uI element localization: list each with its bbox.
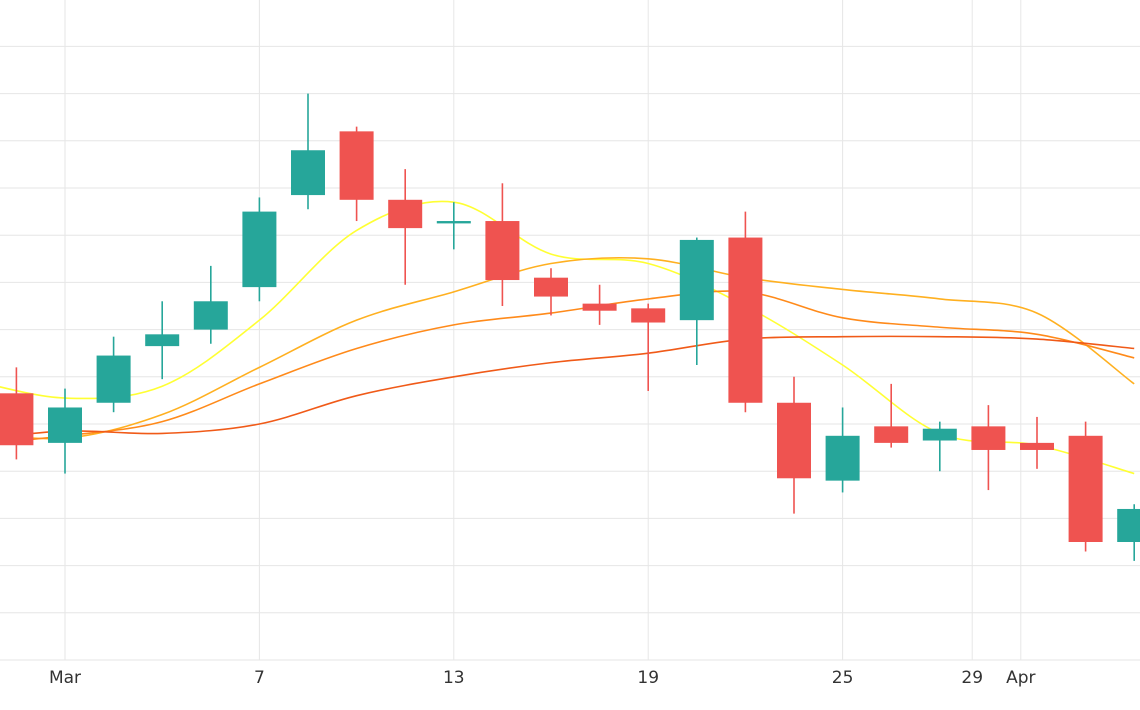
candle-body-up (679, 239, 714, 321)
candle-body-up (145, 334, 180, 347)
x-tick-label: Mar (49, 668, 81, 688)
candle (582, 284, 617, 325)
candle (679, 237, 714, 365)
candle-body-down (874, 426, 909, 443)
candle-body-up (96, 355, 131, 403)
candle-body-down (339, 131, 374, 200)
candles (0, 93, 1140, 561)
candle (1117, 504, 1140, 561)
candle-body-down (1068, 435, 1103, 542)
candle (145, 301, 180, 380)
x-tick-label: 19 (637, 668, 659, 688)
x-tick-label: Apr (1006, 668, 1035, 688)
candle-body-up (922, 428, 957, 441)
x-tick-label: 29 (961, 668, 983, 688)
candle (728, 211, 763, 413)
candle (48, 388, 82, 474)
candle-body-down (1020, 442, 1054, 450)
candle-body-up (48, 407, 82, 443)
candle (971, 405, 1006, 491)
grid (0, 0, 1140, 661)
candle (242, 197, 277, 302)
x-axis-ticks: Mar 7 13 19 25 29 Apr (49, 668, 1036, 688)
candle (485, 183, 520, 306)
candle-body-down (777, 402, 811, 479)
candle (96, 336, 131, 413)
candle (631, 303, 666, 391)
moving-average-line-4 (0, 335, 1135, 438)
candle (922, 421, 957, 472)
candle (874, 383, 909, 448)
candle-body-down (534, 277, 568, 297)
candle-body-down (582, 303, 617, 311)
candle-body-down (388, 199, 423, 229)
candle-body-down (0, 393, 34, 446)
candle-body-down (728, 237, 763, 403)
candle-body-up (825, 435, 860, 481)
x-tick-label: 13 (443, 668, 465, 688)
candle (1020, 416, 1054, 469)
candle-body-down (971, 426, 1006, 450)
candle-body-up (436, 221, 471, 224)
moving-average-line-2 (0, 256, 1135, 440)
candle (291, 93, 325, 210)
x-tick-label: 7 (254, 668, 265, 688)
candle (1068, 421, 1103, 552)
candle (0, 367, 34, 460)
candle-body-down (631, 308, 666, 323)
candle-body-up (242, 211, 277, 288)
x-tick-label: 25 (832, 668, 854, 688)
candle-body-up (291, 150, 325, 196)
candle (825, 407, 860, 493)
moving-average-line-3 (0, 290, 1135, 444)
candle (534, 268, 568, 316)
candle (339, 126, 374, 222)
candle-body-up (193, 301, 228, 330)
candle (777, 376, 811, 514)
candle (436, 202, 471, 250)
candle (193, 265, 228, 344)
candle-body-up (1117, 508, 1140, 542)
candle-body-down (485, 221, 520, 281)
candle (388, 169, 423, 285)
